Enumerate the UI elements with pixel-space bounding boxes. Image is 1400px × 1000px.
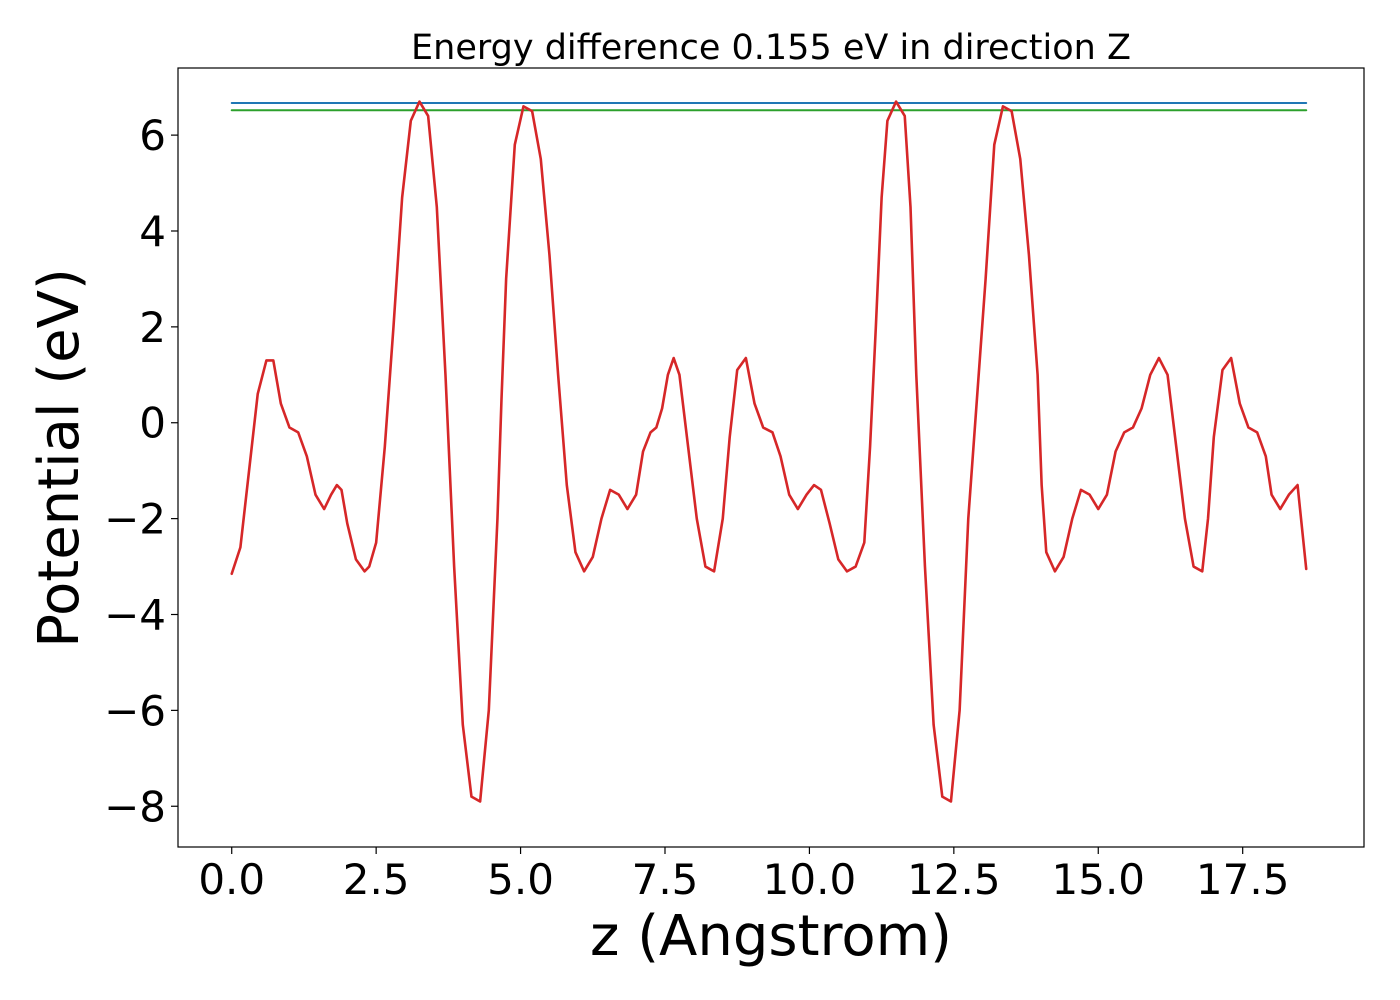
y-tick-label: 0 <box>139 399 166 448</box>
y-axis-label: Potential (eV) <box>27 268 92 648</box>
y-tick-label: −4 <box>104 590 166 639</box>
series-line-2 <box>230 100 1308 803</box>
x-axis-ticks: 0.0 2.5 5.0 7.5 10.0 12.5 15.0 17.5 <box>198 847 1289 904</box>
plot-frame <box>177 67 1365 848</box>
x-tick-label: 2.5 <box>343 855 410 904</box>
y-tick-label: −2 <box>104 495 166 544</box>
y-tick-label: 2 <box>139 303 166 352</box>
x-tick-label: 0.0 <box>198 855 265 904</box>
y-tick-label: 4 <box>139 207 166 256</box>
chart-title: Energy difference 0.155 eV in direction … <box>411 28 1131 68</box>
x-tick-label: 5.0 <box>487 855 554 904</box>
x-tick-label: 17.5 <box>1196 855 1290 904</box>
x-tick-label: 15.0 <box>1052 855 1146 904</box>
y-tick-label: −8 <box>104 782 166 831</box>
series-layer <box>230 100 1308 803</box>
y-tick-label: −6 <box>104 686 166 735</box>
x-tick-label: 7.5 <box>632 855 699 904</box>
y-axis-ticks: −8 −6 −4 −2 0 2 4 6 <box>104 111 178 831</box>
x-tick-label: 12.5 <box>907 855 1001 904</box>
x-tick-label: 10.0 <box>763 855 857 904</box>
plot-area <box>177 67 1365 848</box>
y-tick-label: 6 <box>139 111 166 160</box>
x-axis-label: z (Angstrom) <box>590 904 952 969</box>
